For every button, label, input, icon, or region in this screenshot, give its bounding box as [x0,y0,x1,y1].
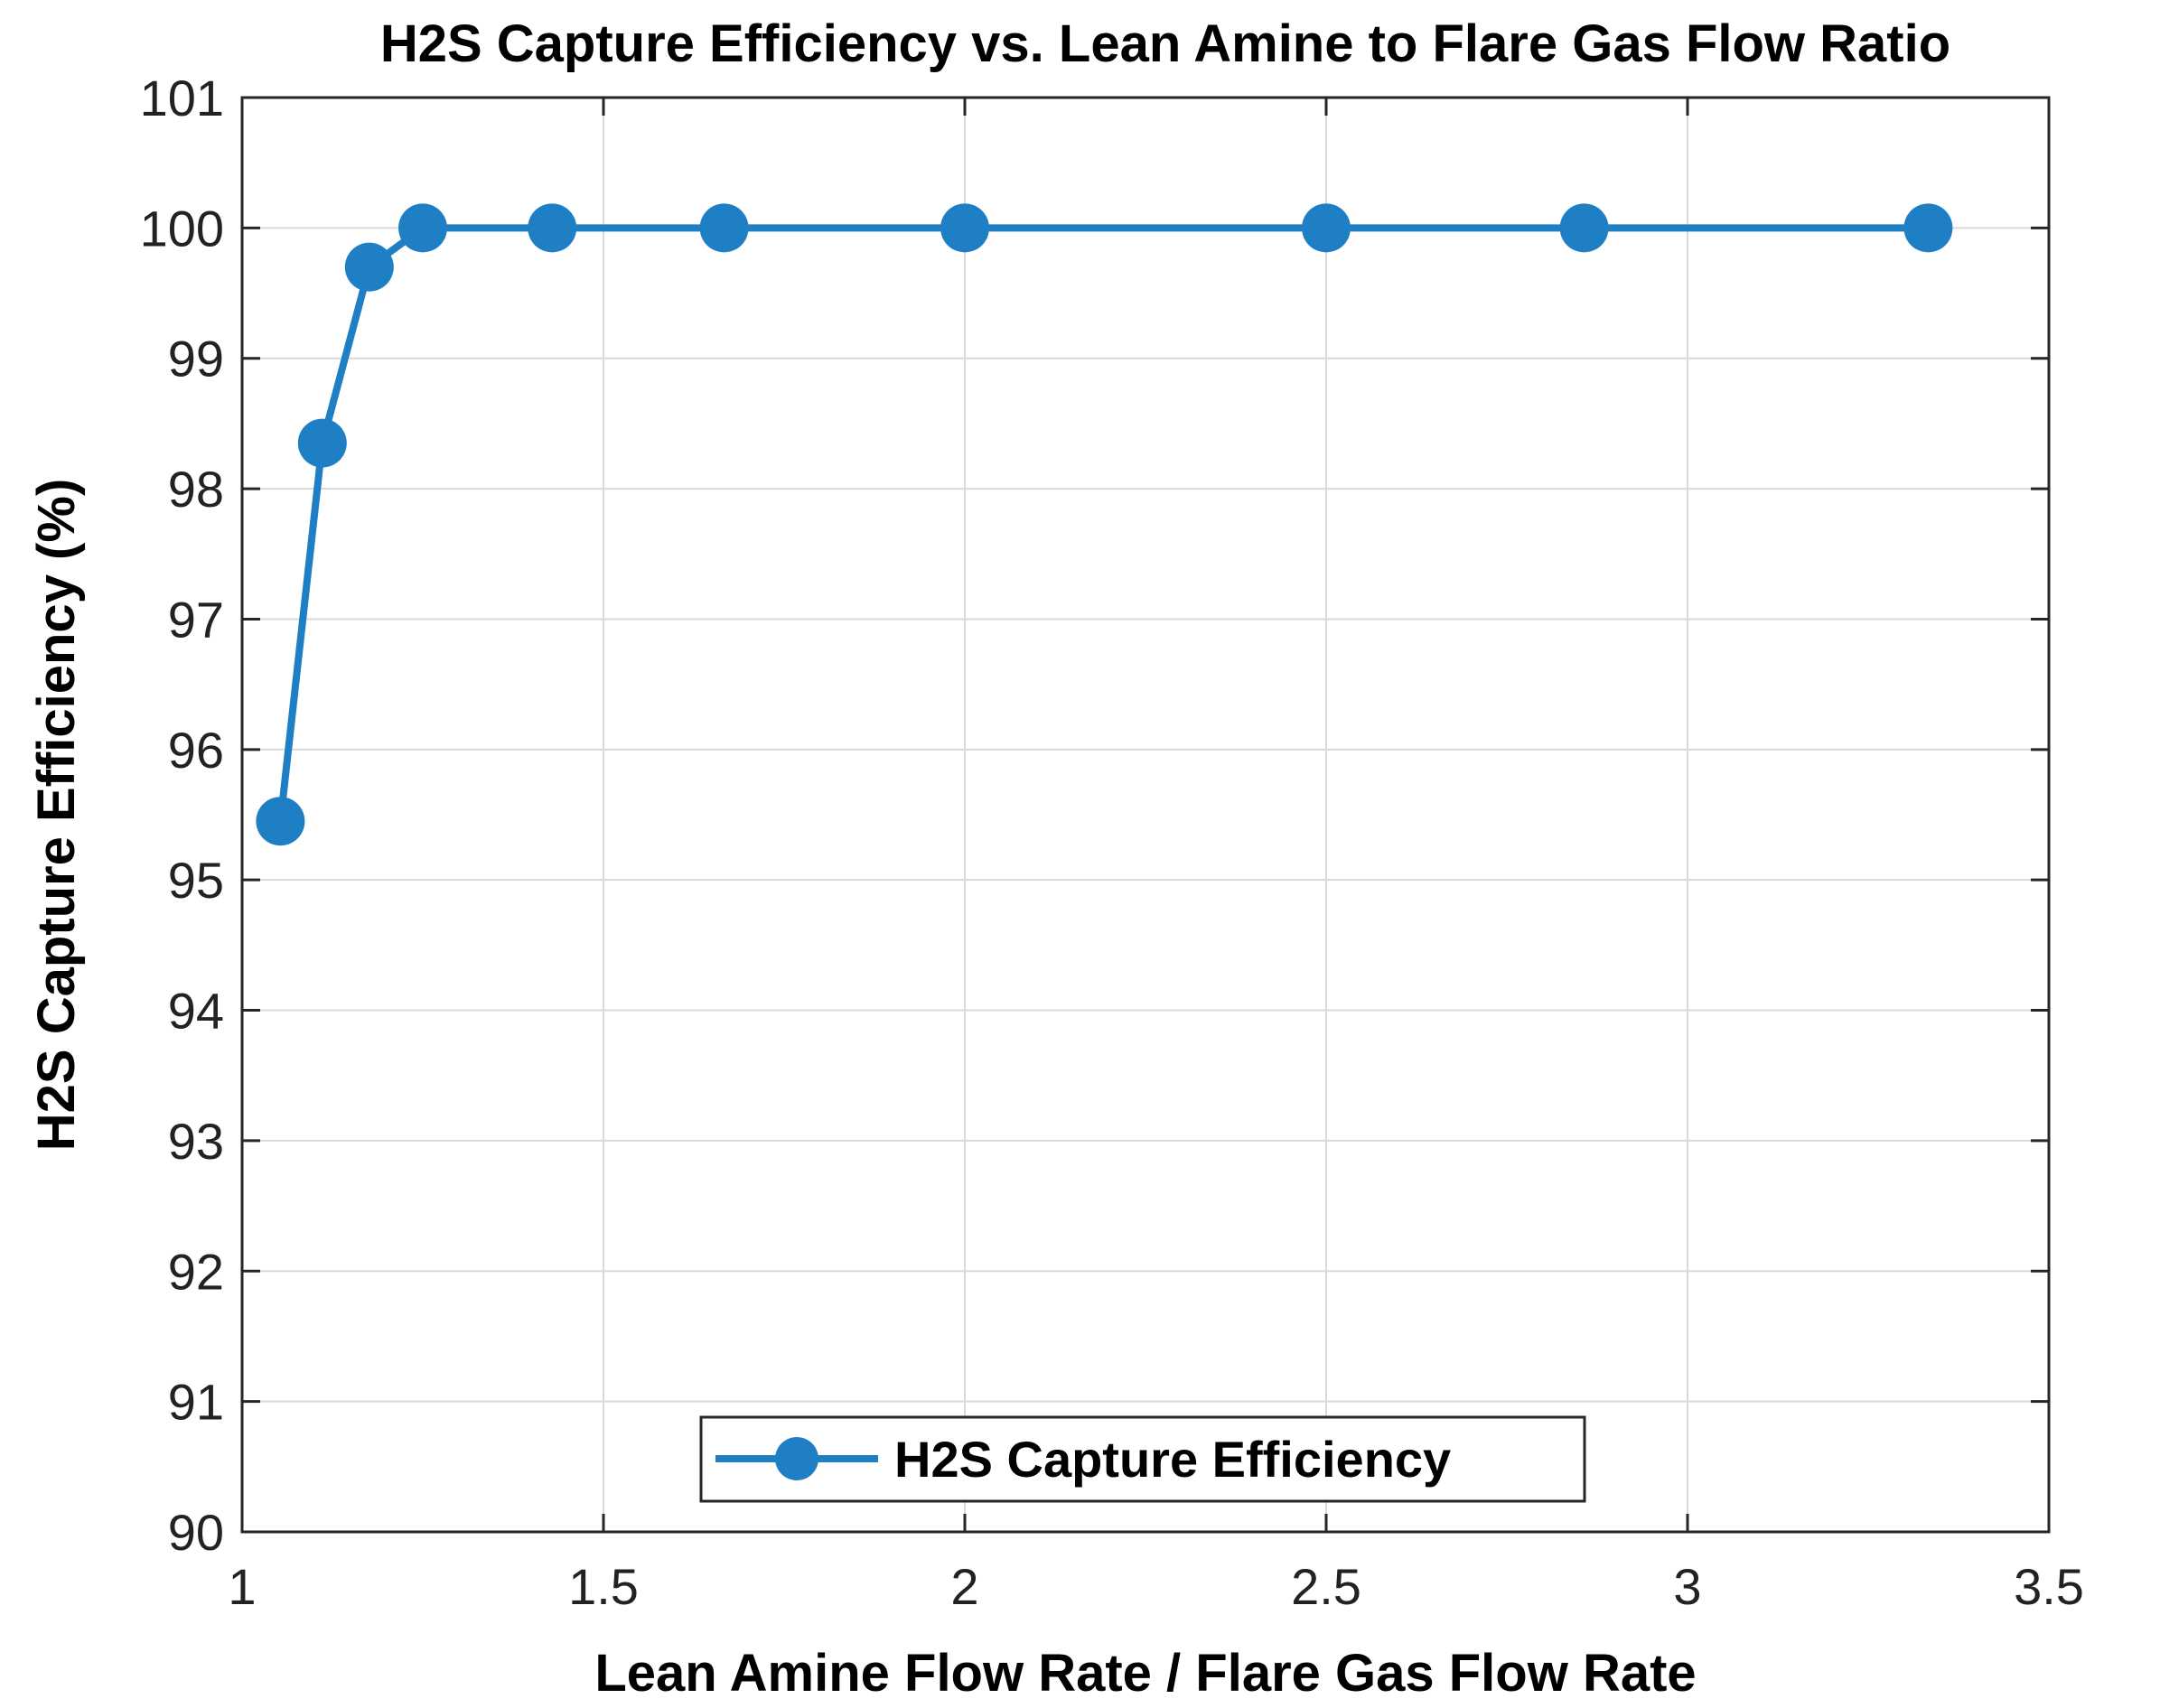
y-tick-label: 92 [168,1243,224,1300]
y-tick-label: 94 [168,983,224,1040]
x-tick-label: 2.5 [1291,1558,1361,1615]
x-tick-labels: 1 1.5 2 2.5 3 3.5 [228,1558,2084,1615]
y-tick-label: 95 [168,852,224,909]
data-point-marker [256,797,305,846]
y-tick-label: 96 [168,722,224,779]
data-point-marker [1559,203,1609,253]
x-tick-label: 2 [950,1558,978,1615]
y-tick-labels: 90 91 92 93 94 95 96 97 98 99 100 101 [140,70,224,1561]
grid [242,98,2049,1532]
y-tick-label: 97 [168,591,224,648]
series-line [276,224,1929,822]
y-tick-label: 91 [168,1374,224,1431]
y-tick-label: 98 [168,461,224,518]
axis-ticks [240,96,2051,1534]
x-tick-label: 3.5 [2014,1558,2084,1615]
data-point-marker [1903,203,1953,253]
y-tick-label: 100 [140,200,224,257]
data-point-marker [699,203,749,253]
x-tick-label: 3 [1673,1558,1701,1615]
series-h2s-capture-efficiency [256,203,1953,846]
data-point-marker [344,242,394,292]
y-axis-label: H2S Capture Efficiency (%) [27,479,86,1152]
y-tick-label: 99 [168,331,224,387]
data-point-marker [297,418,347,468]
x-axis-label: Lean Amine Flow Rate / Flare Gas Flow Ra… [594,1644,1696,1703]
y-tick-label: 101 [140,70,224,126]
chart-title: H2S Capture Efficiency vs. Lean Amine to… [380,14,1950,73]
legend: H2S Capture Efficiency [699,1415,1586,1503]
legend-marker-sample [775,1437,818,1480]
x-tick-label: 1.5 [568,1558,639,1615]
data-point-marker [528,203,577,253]
legend-label: H2S Capture Efficiency [894,1431,1451,1488]
y-tick-label: 90 [168,1504,224,1561]
y-tick-label: 93 [168,1113,224,1170]
data-point-marker [940,203,989,253]
x-tick-label: 1 [228,1558,256,1615]
plot-area-frame [240,96,2051,1534]
data-point-marker [1302,203,1351,253]
data-point-marker [398,203,447,253]
